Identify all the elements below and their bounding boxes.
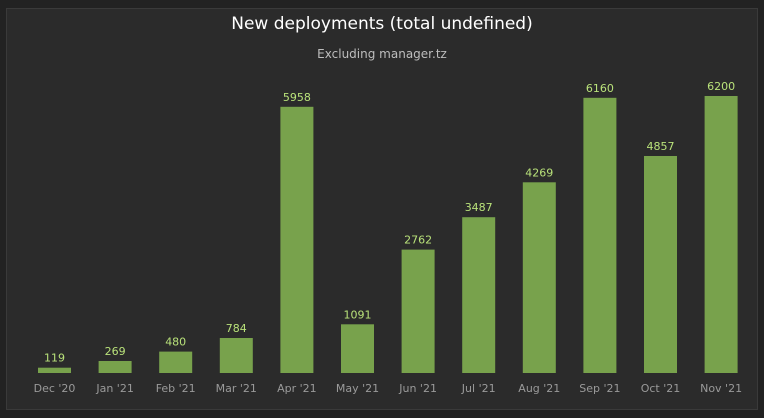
bar-8[interactable] — [522, 182, 556, 373]
x-tick-label-3: Mar '21 — [216, 382, 257, 395]
data-label-0: 119 — [44, 352, 65, 365]
x-tick-label-4: Apr '21 — [277, 382, 317, 395]
chart-subtitle: Excluding manager.tz — [317, 47, 447, 61]
bars-group — [38, 96, 738, 374]
x-tick-label-5: May '21 — [336, 382, 379, 395]
data-label-8: 4269 — [525, 166, 553, 179]
x-tick-label-2: Feb '21 — [156, 382, 196, 395]
bar-2[interactable] — [159, 351, 193, 373]
x-tick-label-10: Oct '21 — [641, 382, 681, 395]
x-tick-label-11: Nov '21 — [700, 382, 742, 395]
data-labels-group: 119 269 480 784 5958 1091 2762 3487 4269 6160 4857… — [44, 80, 735, 365]
bar-4[interactable] — [280, 106, 314, 374]
data-label-1: 269 — [105, 345, 126, 358]
chart-panel — [6, 8, 758, 410]
x-tick-label-8: Aug '21 — [518, 382, 560, 395]
x-tick-label-7: Jul '21 — [461, 382, 496, 395]
bar-11[interactable] — [704, 96, 738, 373]
data-label-11: 6200 — [707, 80, 735, 93]
data-label-4: 5958 — [283, 91, 311, 104]
data-label-7: 3487 — [465, 201, 493, 214]
x-tick-label-9: Sep '21 — [579, 382, 620, 395]
bar-10[interactable] — [644, 156, 677, 373]
bar-6[interactable] — [401, 249, 435, 373]
bar-9[interactable] — [583, 97, 617, 374]
x-tick-labels-group: Dec '20 Jan '21 Feb '21 Mar '21 Apr '21 May '… — [34, 382, 743, 395]
data-label-10: 4857 — [647, 140, 675, 153]
data-label-5: 1091 — [344, 308, 372, 321]
data-label-3: 784 — [226, 322, 247, 335]
bar-7[interactable] — [462, 217, 496, 373]
data-label-9: 6160 — [586, 82, 614, 95]
x-tick-label-0: Dec '20 — [34, 382, 76, 395]
data-label-6: 2762 — [404, 234, 432, 247]
chart-title: New deployments (total undefined) — [231, 14, 533, 34]
x-tick-label-6: Jun '21 — [398, 382, 437, 395]
bar-0[interactable] — [38, 367, 71, 373]
bar-1[interactable] — [98, 361, 132, 373]
data-label-2: 480 — [165, 336, 186, 349]
x-tick-label-1: Jan '21 — [95, 382, 133, 395]
bar-3[interactable] — [219, 338, 253, 373]
bar-5[interactable] — [341, 324, 374, 373]
